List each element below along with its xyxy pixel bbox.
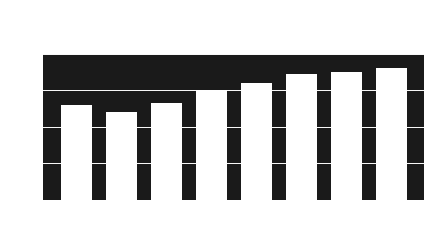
Bar bbox=[241, 83, 272, 200]
Bar bbox=[330, 72, 362, 200]
Bar bbox=[106, 112, 137, 200]
Bar bbox=[151, 103, 182, 200]
Bar bbox=[375, 68, 407, 200]
Bar bbox=[285, 74, 317, 200]
Bar bbox=[196, 90, 227, 200]
Bar bbox=[61, 105, 92, 200]
